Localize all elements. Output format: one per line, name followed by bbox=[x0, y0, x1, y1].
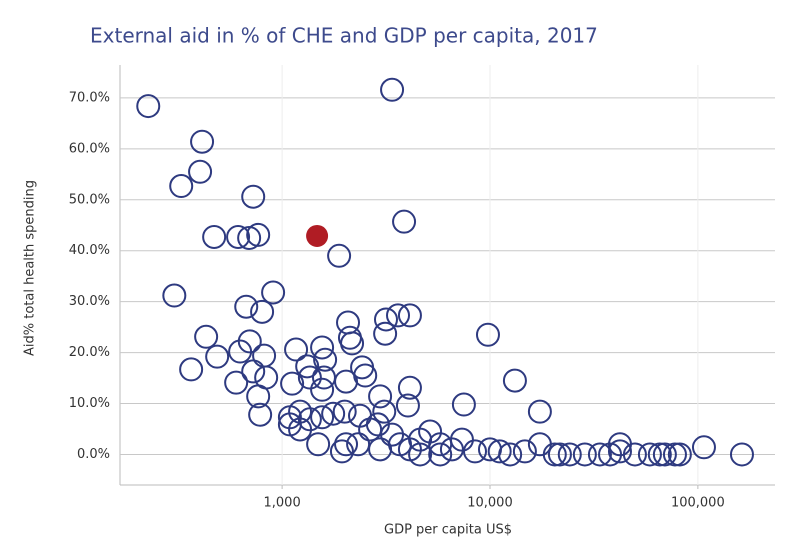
data-point bbox=[542, 442, 567, 467]
data-point bbox=[194, 324, 219, 349]
data-point bbox=[202, 224, 227, 249]
y-tick-label: 70.0% bbox=[69, 90, 110, 105]
data-point bbox=[392, 209, 417, 234]
data-point bbox=[228, 339, 253, 364]
data-point bbox=[652, 442, 677, 467]
data-point bbox=[451, 392, 476, 417]
y-tick-label: 50.0% bbox=[69, 192, 110, 207]
data-point bbox=[395, 393, 420, 418]
data-point bbox=[334, 432, 359, 457]
data-point bbox=[502, 368, 527, 393]
data-point bbox=[637, 442, 662, 467]
data-point bbox=[179, 357, 204, 382]
data-point bbox=[136, 94, 161, 119]
data-point bbox=[190, 129, 215, 154]
data-point bbox=[373, 307, 398, 332]
data-point bbox=[261, 280, 286, 305]
data-point bbox=[346, 432, 371, 457]
data-point bbox=[487, 439, 512, 464]
data-point bbox=[295, 354, 320, 379]
data-point bbox=[246, 384, 271, 409]
data-point bbox=[284, 337, 309, 362]
data-point bbox=[498, 442, 523, 467]
y-tick-label: 20.0% bbox=[69, 345, 110, 360]
data-point bbox=[306, 432, 331, 457]
data-point bbox=[380, 77, 405, 102]
data-point bbox=[512, 439, 537, 464]
chart-title: External aid in % of CHE and GDP per cap… bbox=[90, 24, 598, 48]
data-point bbox=[368, 437, 393, 462]
data-point bbox=[340, 331, 365, 356]
data-point bbox=[188, 159, 213, 184]
y-axis-label: Aid% total health spending bbox=[23, 180, 38, 356]
x-axis-label: GDP per capita US$ bbox=[384, 523, 512, 538]
data-point bbox=[310, 335, 335, 360]
data-point bbox=[169, 174, 194, 199]
y-tick-label: 40.0% bbox=[69, 243, 110, 258]
data-point bbox=[332, 399, 357, 424]
data-point bbox=[622, 442, 647, 467]
data-point bbox=[572, 442, 597, 467]
y-tick-label: 0.0% bbox=[77, 447, 110, 462]
data-point bbox=[557, 442, 582, 467]
data-point bbox=[241, 184, 266, 209]
data-point bbox=[329, 439, 354, 464]
data-point bbox=[306, 224, 329, 247]
data-point bbox=[327, 243, 352, 268]
data-point bbox=[386, 303, 411, 328]
data-point bbox=[397, 303, 422, 328]
data-point bbox=[368, 384, 393, 409]
data-point bbox=[297, 365, 322, 390]
data-point bbox=[397, 375, 422, 400]
data-point bbox=[463, 439, 488, 464]
data-point bbox=[224, 370, 249, 395]
data-point bbox=[162, 283, 187, 308]
data-point bbox=[428, 442, 453, 467]
data-point bbox=[667, 442, 692, 467]
data-point bbox=[241, 359, 266, 384]
data-point bbox=[248, 402, 273, 427]
data-point bbox=[313, 347, 338, 372]
data-point bbox=[373, 321, 398, 346]
data-point bbox=[598, 442, 623, 467]
data-point bbox=[691, 435, 716, 460]
data-point bbox=[310, 405, 335, 430]
data-point bbox=[234, 294, 259, 319]
x-tick-label: 100,000 bbox=[671, 496, 725, 511]
x-tick-label: 10,000 bbox=[467, 496, 513, 511]
data-point bbox=[246, 222, 271, 247]
data-point bbox=[527, 399, 552, 424]
data-point bbox=[587, 442, 612, 467]
data-point bbox=[729, 442, 754, 467]
data-point bbox=[311, 365, 336, 390]
data-point bbox=[237, 225, 262, 250]
y-tick-label: 10.0% bbox=[69, 396, 110, 411]
data-point bbox=[280, 371, 305, 396]
data-point bbox=[662, 442, 687, 467]
data-point bbox=[647, 442, 672, 467]
y-tick-label: 60.0% bbox=[69, 141, 110, 156]
data-point bbox=[205, 344, 230, 369]
data-point bbox=[372, 399, 397, 424]
data-point bbox=[408, 442, 433, 467]
data-point bbox=[288, 417, 313, 442]
data-point bbox=[475, 322, 500, 347]
data-point bbox=[310, 377, 335, 402]
data-point bbox=[250, 299, 275, 324]
data-point bbox=[321, 401, 346, 426]
data-point bbox=[547, 442, 572, 467]
data-point bbox=[226, 224, 251, 249]
x-tick-label: 1,000 bbox=[264, 496, 301, 511]
data-point bbox=[607, 439, 632, 464]
data-point bbox=[358, 417, 383, 442]
y-tick-label: 30.0% bbox=[69, 294, 110, 309]
